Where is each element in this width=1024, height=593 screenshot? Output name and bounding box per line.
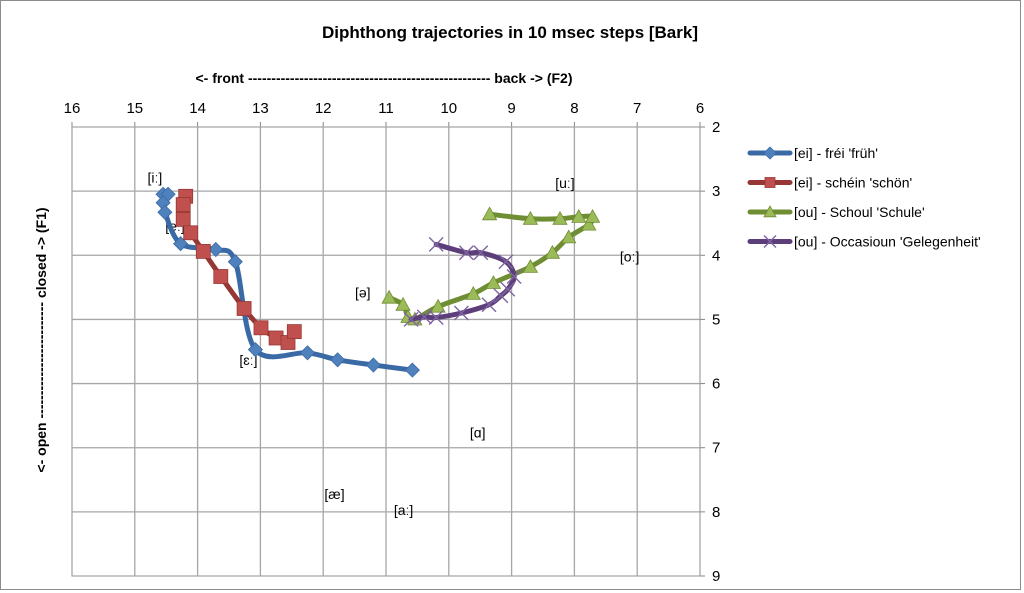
triangle-marker (763, 205, 777, 218)
x-marker (428, 310, 444, 325)
square-marker (175, 197, 191, 213)
square-marker (764, 177, 776, 188)
triangle-marker (465, 285, 481, 300)
series-group (155, 186, 601, 378)
y-tick-label: 5 (712, 311, 720, 328)
series-0 (155, 186, 420, 378)
diamond-marker (208, 241, 224, 258)
vowel-label: [æ] (324, 486, 344, 502)
x-marker (506, 269, 522, 284)
x-marker (498, 254, 514, 270)
triangle-marker (481, 206, 498, 221)
square-marker (286, 324, 302, 340)
x-tick-label: 6 (696, 100, 704, 117)
triangle-marker (430, 298, 446, 313)
square-marker (195, 243, 211, 259)
triangle-marker (395, 296, 411, 311)
series-1 (175, 188, 302, 350)
diamond-marker (299, 345, 316, 361)
diamond-marker (404, 362, 420, 378)
x-marker (473, 245, 489, 261)
x-marker (493, 288, 509, 304)
vowel-label: [ɛː] (239, 352, 257, 368)
x-tick-label: 10 (440, 100, 457, 117)
triangle-marker (561, 229, 577, 244)
y-tick-label: 3 (712, 183, 720, 200)
y-axis-label: <- open ------------------------- closed… (33, 207, 49, 472)
y-tick-label: 7 (712, 440, 720, 457)
x-marker (403, 311, 419, 327)
square-marker (183, 225, 199, 241)
y-tick-label: 6 (712, 376, 720, 393)
legend-label: [ei] - fréi 'früh' (794, 145, 878, 161)
diamond-marker (247, 342, 263, 358)
x-marker (416, 309, 432, 325)
x-marker (481, 297, 497, 313)
x-tick-label: 13 (252, 100, 269, 117)
square-marker (253, 320, 269, 336)
x-axis-label: <- front -------------------------------… (195, 70, 572, 86)
y-tick-label: 2 (712, 119, 720, 136)
x-tick-label: 7 (633, 100, 641, 117)
vowel-label: [aː] (394, 502, 413, 518)
triangle-marker (381, 289, 397, 304)
x-tick-label: 8 (570, 100, 578, 117)
triangle-marker (522, 210, 539, 225)
vowel-labels: [iː][eː][ɛː][ə][uː][oː][ɑ][æ][aː] (148, 170, 640, 518)
y-tick-label: 4 (712, 247, 720, 264)
diamond-marker (763, 146, 777, 160)
triangle-marker (544, 244, 561, 259)
vowel-label: [iː] (148, 170, 163, 186)
x-marker (763, 235, 777, 248)
vowel-label: [oː] (620, 249, 639, 265)
y-tick-label: 9 (712, 568, 720, 585)
x-tick-label: 16 (64, 100, 81, 117)
series-3 (403, 236, 522, 327)
triangle-marker (584, 208, 601, 223)
vowel-label: [ə] (355, 284, 371, 300)
legend: [ei] - fréi 'früh' [ei] - schéin 'schön' [… (747, 145, 981, 250)
triangle-marker (552, 210, 568, 225)
square-marker (175, 211, 191, 227)
legend-label: [ou] - Occasioun 'Gelegenheit' (794, 234, 981, 250)
x-marker (428, 236, 444, 252)
square-marker (213, 269, 229, 284)
x-marker (453, 305, 469, 321)
legend-label: [ou] - Schoul 'Schule' (794, 204, 925, 220)
diamond-marker (365, 357, 381, 373)
triangle-marker (485, 275, 502, 289)
grid (71, 122, 705, 577)
vowel-label: [uː] (555, 175, 574, 191)
x-tick-label: 11 (378, 100, 394, 117)
diamond-marker (330, 352, 346, 368)
x-tick-label: 15 (126, 100, 143, 117)
legend-label: [ei] - schéin 'schön' (794, 175, 912, 191)
triangle-marker (522, 258, 539, 273)
diamond-marker (227, 254, 243, 270)
x-tick-label: 14 (189, 100, 206, 117)
triangle-marker (581, 216, 597, 231)
diamond-marker (157, 204, 173, 220)
chart-title: Diphthong trajectories in 10 msec steps … (322, 23, 698, 42)
vowel-label: [ɑ] (470, 424, 486, 440)
x-tick-label: 12 (315, 100, 332, 117)
x-marker (458, 245, 474, 261)
triangle-marker (571, 208, 587, 223)
square-marker (236, 301, 252, 316)
x-tick-label: 9 (507, 100, 515, 117)
y-tick-label: 8 (712, 504, 720, 521)
